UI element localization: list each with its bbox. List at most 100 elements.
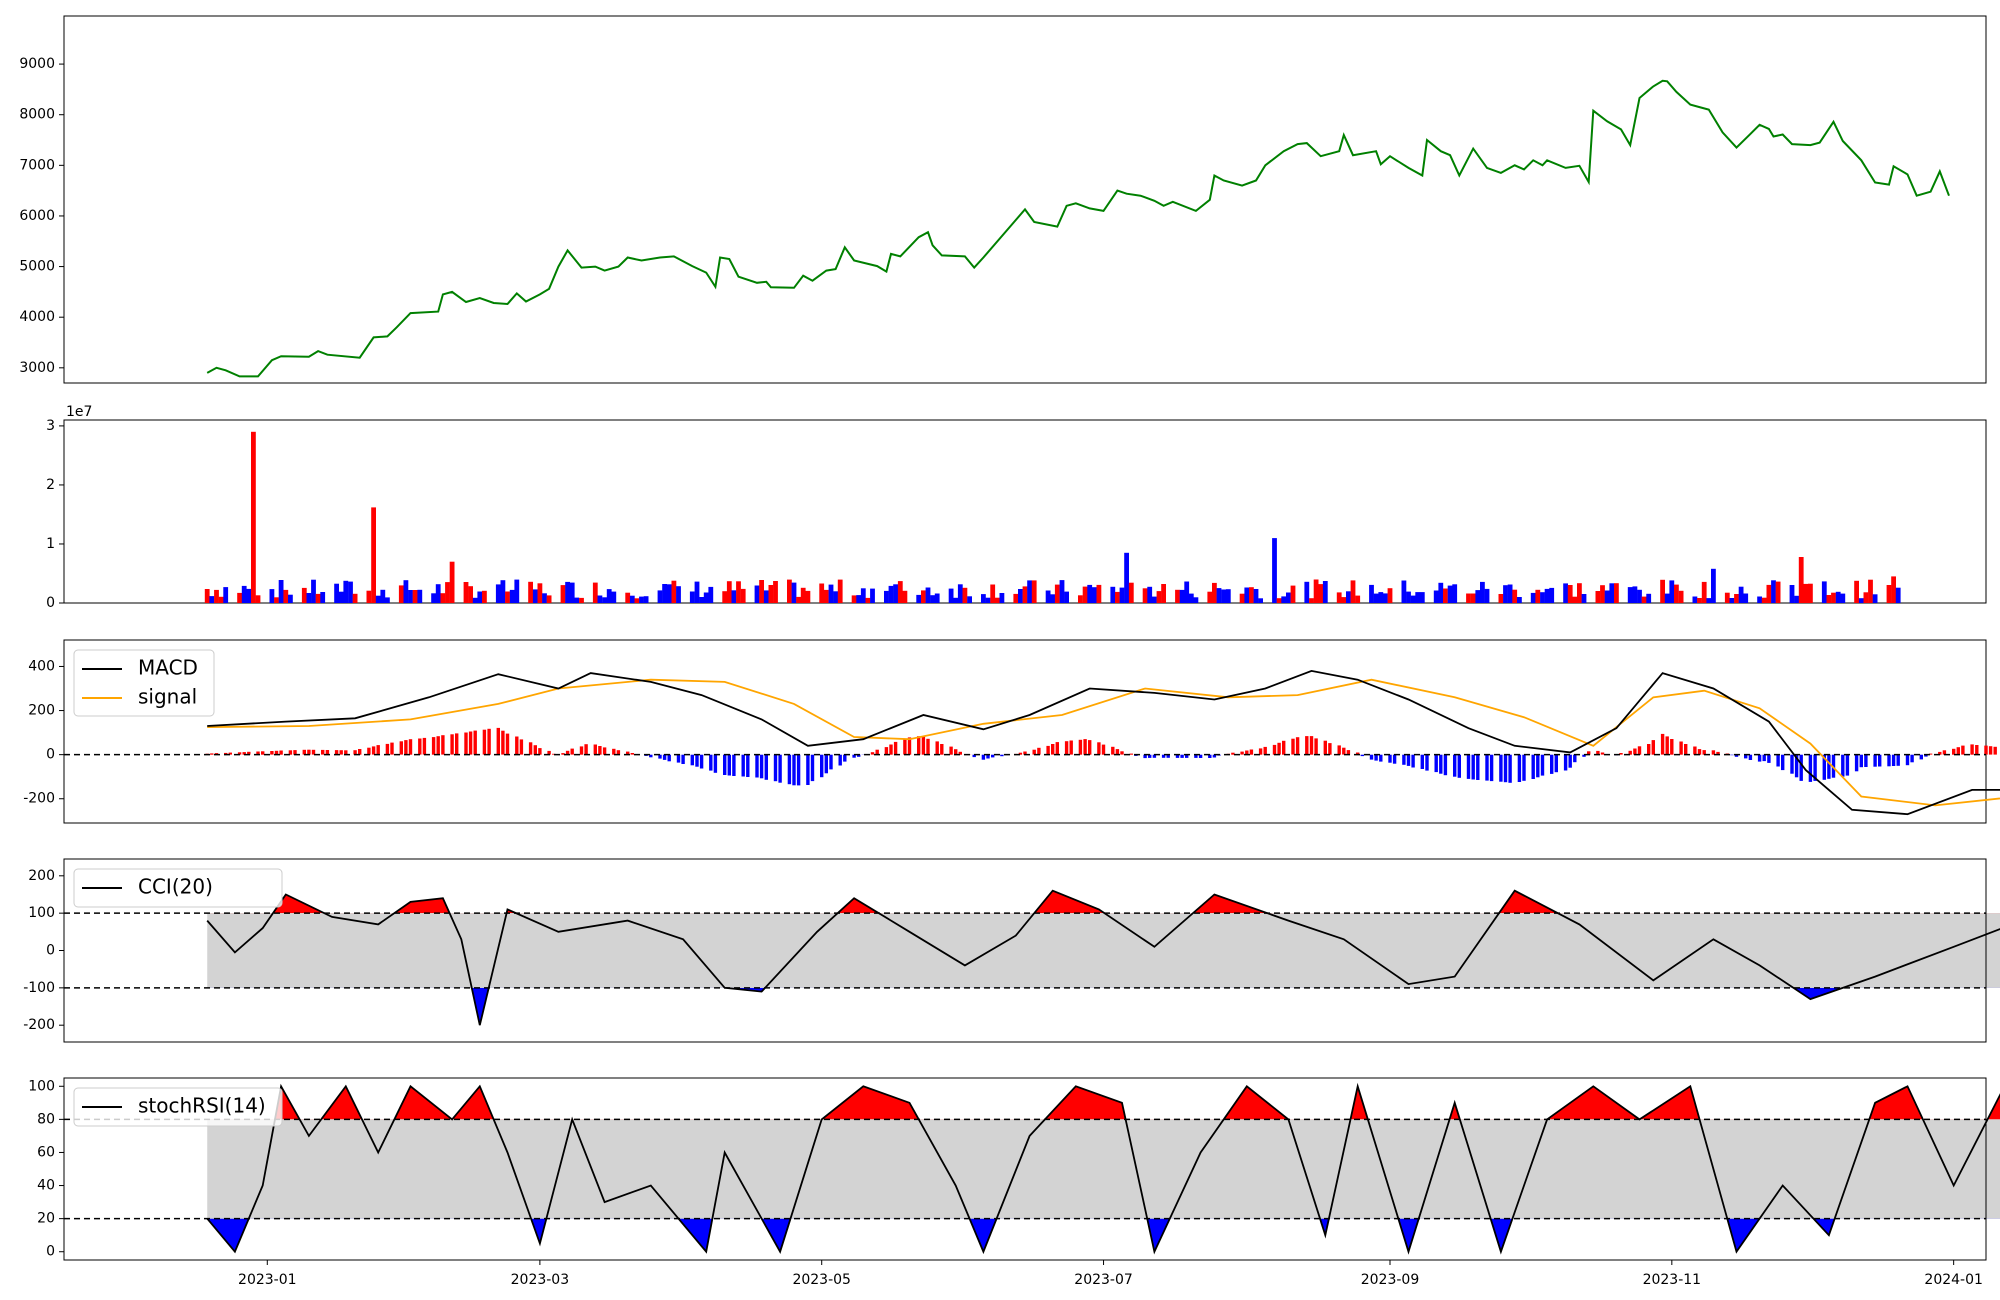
axes-frame — [63, 419, 1987, 604]
volume-bar — [592, 582, 598, 603]
macd-histogram-bar — [870, 752, 875, 755]
macd-histogram-bar — [1905, 754, 1910, 766]
volume-bar — [1452, 584, 1458, 603]
volume-bar — [1309, 598, 1314, 603]
volume-bar — [482, 590, 487, 603]
volume-bar — [1831, 592, 1836, 603]
volume-bar — [1415, 592, 1421, 603]
macd-histogram-bar — [528, 742, 533, 755]
macd-histogram-bar — [1956, 747, 1960, 755]
volume-bar — [1581, 594, 1587, 603]
macd-histogram-bar — [972, 754, 976, 758]
volume-bar — [1346, 591, 1351, 603]
volume-bar — [1115, 591, 1120, 603]
volume-bar — [1281, 596, 1287, 603]
macd-histogram-bar — [344, 750, 348, 755]
volume-bar — [398, 585, 404, 603]
y-tick-label: 1 — [46, 536, 55, 552]
volume-bar — [1276, 598, 1282, 603]
macd-histogram-bar — [626, 751, 630, 755]
volume-bar — [241, 585, 247, 603]
volume-bar — [1184, 581, 1190, 603]
macd-histogram-bar — [538, 748, 542, 755]
volume-bar — [283, 589, 289, 603]
macd-histogram-bar — [1799, 754, 1803, 781]
macd-histogram-bar — [436, 736, 440, 755]
volume-bar — [1355, 595, 1361, 603]
volume-bar — [634, 598, 640, 603]
macd-histogram-bar — [487, 728, 491, 755]
macd-histogram-bar — [247, 751, 251, 755]
macd-histogram-bar — [1891, 754, 1896, 766]
macd-histogram-bar — [1051, 744, 1055, 755]
volume-bar — [449, 561, 455, 603]
volume-bar — [431, 593, 436, 603]
volume-bar — [1239, 593, 1245, 603]
macd-histogram-bar — [820, 754, 824, 778]
macd-histogram-bar — [838, 754, 842, 766]
neutral-band — [207, 1119, 2000, 1219]
volume-bar — [1826, 595, 1832, 603]
macd-histogram-bar — [1212, 754, 1217, 758]
macd-histogram-bar — [1258, 748, 1263, 755]
volume-bar — [334, 583, 339, 603]
volume-bar — [1286, 592, 1291, 603]
y-tick-label: 200 — [28, 868, 55, 884]
volume-bar — [1886, 585, 1892, 603]
volume-bar — [689, 591, 695, 603]
volume-bar — [1027, 580, 1032, 603]
y-tick-label: 80 — [37, 1111, 55, 1127]
volume-bar — [1369, 584, 1374, 603]
volume-bar — [994, 597, 1000, 603]
volume-bar — [1891, 576, 1896, 603]
macd-histogram-bar — [1111, 746, 1115, 755]
volume-bar — [1803, 583, 1809, 603]
volume-bar — [1609, 583, 1615, 603]
macd-histogram-bar — [713, 754, 718, 773]
macd-histogram-bar — [662, 754, 667, 760]
volume-bar — [1373, 593, 1379, 603]
volume-bar — [412, 590, 418, 603]
macd-histogram-bar — [1952, 748, 1956, 755]
macd-histogram-bar — [1878, 754, 1882, 767]
macd-histogram-bar — [884, 747, 889, 755]
volume-bar — [495, 584, 501, 603]
macd-histogram-bar — [1018, 752, 1023, 755]
signal-line — [207, 678, 2000, 807]
macd-histogram-bar — [431, 737, 436, 755]
macd-histogram-bar — [1596, 750, 1600, 755]
axes-frame — [63, 639, 1987, 824]
volume-bar — [1678, 590, 1684, 603]
neutral-band — [207, 913, 2000, 988]
volume-bar — [1701, 581, 1707, 603]
volume-bar — [870, 588, 875, 603]
macd-histogram-bar — [1938, 751, 1942, 755]
volume-bar — [1646, 593, 1652, 603]
macd-histogram-bar — [649, 754, 653, 758]
macd-histogram-bar — [214, 753, 219, 755]
volume-bar — [1895, 587, 1901, 603]
axes-frame — [63, 1077, 1987, 1261]
volume-bar — [703, 592, 709, 603]
volume-bar — [1757, 596, 1762, 603]
volume-bar — [1604, 590, 1610, 603]
macd-histogram-bar — [1406, 754, 1411, 766]
macd-histogram-bar — [408, 739, 413, 755]
volume-bar — [1627, 587, 1633, 603]
volume-bar — [1179, 589, 1185, 603]
macd-histogram-bar — [422, 737, 427, 755]
macd-histogram-bar — [1314, 738, 1318, 755]
volume-bar — [514, 579, 520, 603]
legend-box — [73, 868, 283, 908]
macd-histogram-bar — [1369, 754, 1374, 760]
macd-histogram-bar — [630, 753, 634, 755]
volume-bar — [888, 585, 894, 603]
volume-bar — [1341, 597, 1347, 603]
macd-histogram-bar — [390, 742, 394, 755]
macd-histogram-bar — [501, 730, 505, 755]
macd-histogram-bar — [1670, 739, 1674, 755]
x-tick-label: 2023-09 — [1361, 1272, 1420, 1288]
macd-histogram-bar — [773, 754, 778, 782]
volume-bar — [948, 588, 954, 603]
macd-histogram-bar — [519, 739, 524, 755]
